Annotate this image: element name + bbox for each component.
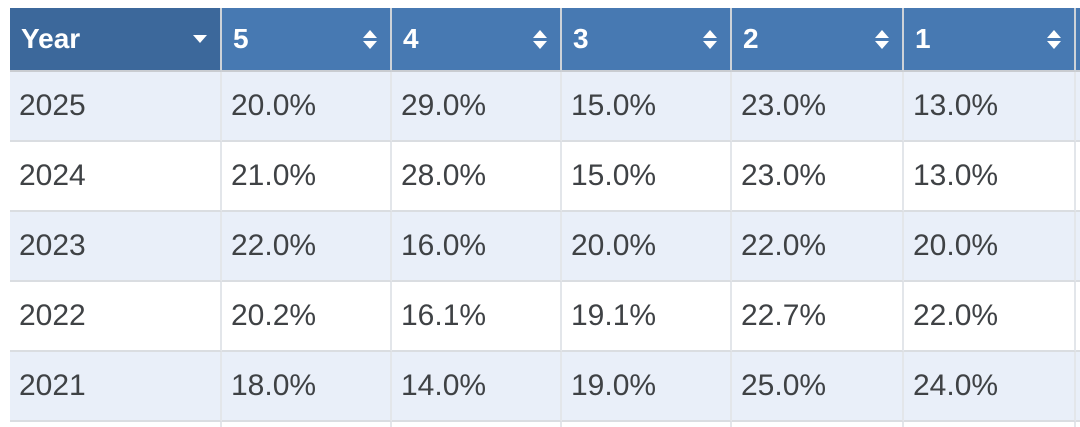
- table-scroll-area[interactable]: Year 5 4 3 2 1 2025 20.0% 29.0% 15.0% 23.0% 13.0% 2…: [10, 8, 1080, 427]
- column-header-2[interactable]: 2: [732, 8, 904, 72]
- clipped-cell: [1076, 72, 1080, 142]
- sort-both-icon: [875, 29, 889, 49]
- clipped-cell: [732, 422, 904, 427]
- clipped-cell: [904, 422, 1076, 427]
- clipped-cell: [1076, 212, 1080, 282]
- clipped-cell: [1076, 422, 1080, 427]
- header-row: Year 5 4 3 2 1: [10, 8, 1080, 72]
- column-header-clipped: [1076, 8, 1080, 72]
- value-cell: 28.0%: [392, 142, 562, 212]
- column-header-3[interactable]: 3: [562, 8, 732, 72]
- value-cell: 20.0%: [904, 212, 1076, 282]
- value-cell: 16.1%: [392, 282, 562, 352]
- value-cell: 15.0%: [562, 142, 732, 212]
- column-header-label: 3: [573, 23, 589, 54]
- column-header-label: 1: [915, 23, 931, 54]
- sort-both-icon: [533, 29, 547, 49]
- sort-descending-icon: [193, 35, 207, 43]
- column-header-label: 2: [743, 23, 759, 54]
- column-header-year[interactable]: Year: [10, 8, 222, 72]
- value-cell: 22.0%: [222, 212, 392, 282]
- column-header-label: 5: [233, 23, 249, 54]
- value-cell: 20.0%: [562, 212, 732, 282]
- value-cell: 16.0%: [392, 212, 562, 282]
- year-cell: 2025: [10, 72, 222, 142]
- value-cell: 24.0%: [904, 352, 1076, 422]
- year-distribution-table: Year 5 4 3 2 1 2025 20.0% 29.0% 15.0% 23.0% 13.0% 2…: [10, 8, 1080, 427]
- value-cell: 15.0%: [562, 72, 732, 142]
- value-cell: 19.0%: [562, 352, 732, 422]
- year-cell: 2023: [10, 212, 222, 282]
- value-cell: 19.1%: [562, 282, 732, 352]
- clipped-cell: [562, 422, 732, 427]
- column-header-1[interactable]: 1: [904, 8, 1076, 72]
- year-cell: 2022: [10, 282, 222, 352]
- value-cell: 25.0%: [732, 352, 904, 422]
- value-cell: 20.0%: [222, 72, 392, 142]
- value-cell: 29.0%: [392, 72, 562, 142]
- value-cell: 13.0%: [904, 142, 1076, 212]
- sort-both-icon: [703, 29, 717, 49]
- clipped-cell: [1076, 352, 1080, 422]
- column-header-label: 4: [403, 23, 419, 54]
- table-row: 2024 21.0% 28.0% 15.0% 23.0% 13.0%: [10, 142, 1080, 212]
- column-header-4[interactable]: 4: [392, 8, 562, 72]
- sort-both-icon: [1047, 29, 1061, 49]
- value-cell: 21.0%: [222, 142, 392, 212]
- clipped-row: [10, 422, 1080, 427]
- year-cell: 2021: [10, 352, 222, 422]
- column-header-label: Year: [21, 23, 81, 54]
- table-body: 2025 20.0% 29.0% 15.0% 23.0% 13.0% 2024 21.0% 28…: [10, 72, 1080, 427]
- table-row: 2021 18.0% 14.0% 19.0% 25.0% 24.0%: [10, 352, 1080, 422]
- year-cell: 2024: [10, 142, 222, 212]
- clipped-cell: [1076, 282, 1080, 352]
- clipped-cell: [392, 422, 562, 427]
- clipped-cell: [10, 422, 222, 427]
- value-cell: 22.0%: [732, 212, 904, 282]
- clipped-cell: [222, 422, 392, 427]
- table-row: 2025 20.0% 29.0% 15.0% 23.0% 13.0%: [10, 72, 1080, 142]
- table-row: 2022 20.2% 16.1% 19.1% 22.7% 22.0%: [10, 282, 1080, 352]
- value-cell: 22.0%: [904, 282, 1076, 352]
- table-row: 2023 22.0% 16.0% 20.0% 22.0% 20.0%: [10, 212, 1080, 282]
- column-header-5[interactable]: 5: [222, 8, 392, 72]
- value-cell: 18.0%: [222, 352, 392, 422]
- value-cell: 23.0%: [732, 142, 904, 212]
- value-cell: 13.0%: [904, 72, 1076, 142]
- value-cell: 23.0%: [732, 72, 904, 142]
- clipped-cell: [1076, 142, 1080, 212]
- value-cell: 14.0%: [392, 352, 562, 422]
- sort-both-icon: [363, 29, 377, 49]
- value-cell: 22.7%: [732, 282, 904, 352]
- value-cell: 20.2%: [222, 282, 392, 352]
